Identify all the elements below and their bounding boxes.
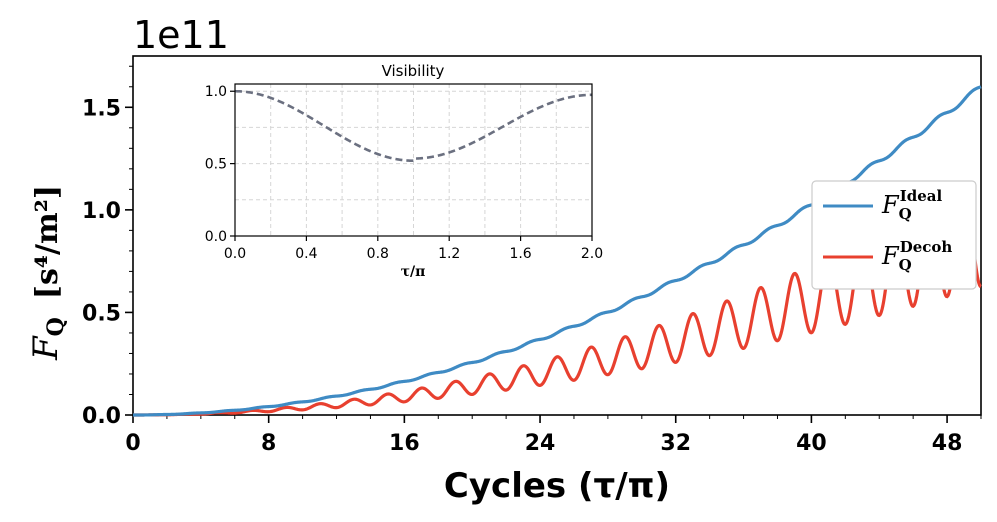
svg-text:FQ[s⁴/m²]: FQ [s⁴/m²] (26, 185, 69, 361)
legend-ideal-superscript: Ideal (900, 187, 943, 205)
main-x-tick-label: 40 (796, 431, 827, 456)
legend-box (811, 180, 977, 290)
main-axes: 0 8 16 24 32 40 48 0.0 0.5 1.0 1.5 (82, 55, 982, 456)
inset-x-tick-label: 0.0 (224, 246, 246, 262)
inset-x-tick-label: 1.2 (438, 246, 460, 262)
inset-series (234, 89, 592, 163)
y-offset-text: 1e11 (133, 13, 229, 57)
main-y-tick-label: 1.5 (82, 96, 121, 121)
inset-x-tick-label: 0.8 (367, 246, 389, 262)
main-plot-frame (132, 55, 982, 416)
main-y-tick-label: 0.5 (82, 301, 121, 326)
legend: FQIdeal FQDecoh (811, 180, 977, 290)
inset-x-tick-label: 0.4 (295, 246, 317, 262)
main-y-tick-label: 0.0 (82, 404, 121, 429)
y-axis-label: FQ [s⁴/m²] (26, 185, 69, 361)
legend-ideal-label: FQIdeal (881, 187, 943, 223)
y-label-symbol: F (26, 335, 66, 361)
main-minor-ticks (129, 65, 982, 419)
legend-decoh-superscript: Decoh (900, 238, 953, 256)
legend-ideal-subscript: Q (899, 205, 912, 223)
main-x-tick-label: 0 (125, 431, 140, 456)
inset-x-tick-label: 1.6 (509, 246, 531, 262)
inset-x-tick-label: 2.0 (581, 246, 603, 262)
inset-y-tick-label: 1.0 (205, 84, 227, 100)
inset-title: Visibility (382, 62, 445, 80)
inset-y-ticks: 0.0 0.5 1.0 (205, 84, 235, 245)
series-visibility-line (234, 89, 592, 163)
main-x-ticks: 0 8 16 24 32 40 48 (125, 415, 962, 456)
x-axis-label: Cycles (τ/π) (444, 466, 670, 506)
legend-decoh-symbol: F (881, 242, 900, 270)
legend-ideal-symbol: F (881, 191, 900, 219)
inset-y-tick-label: 0.5 (205, 157, 227, 173)
legend-decoh-label: FQDecoh (881, 238, 952, 274)
y-label-subscript: Q (43, 317, 69, 336)
main-x-tick-label: 48 (932, 431, 963, 456)
inset-x-ticks: 0.0 0.4 0.8 1.2 1.6 2.0 (224, 236, 603, 262)
main-x-tick-label: 8 (261, 431, 276, 456)
legend-decoh-subscript: Q (899, 256, 912, 274)
inset-frame (234, 83, 593, 237)
main-x-tick-label: 16 (389, 431, 420, 456)
main-y-tick-label: 1.0 (82, 199, 121, 224)
main-y-ticks: 0.0 0.5 1.0 1.5 (82, 96, 133, 429)
inset-y-tick-label: 0.0 (205, 229, 227, 245)
y-label-units: [s⁴/m²] (30, 185, 65, 299)
inset-x-label: τ/π (401, 264, 426, 280)
series-decoh-line (133, 190, 982, 417)
main-x-tick-label: 32 (660, 431, 691, 456)
main-x-tick-label: 24 (525, 431, 556, 456)
inset-plot: 0.0 0.4 0.8 1.2 1.6 2.0 0.00.51.0 Visibility … (205, 62, 603, 280)
